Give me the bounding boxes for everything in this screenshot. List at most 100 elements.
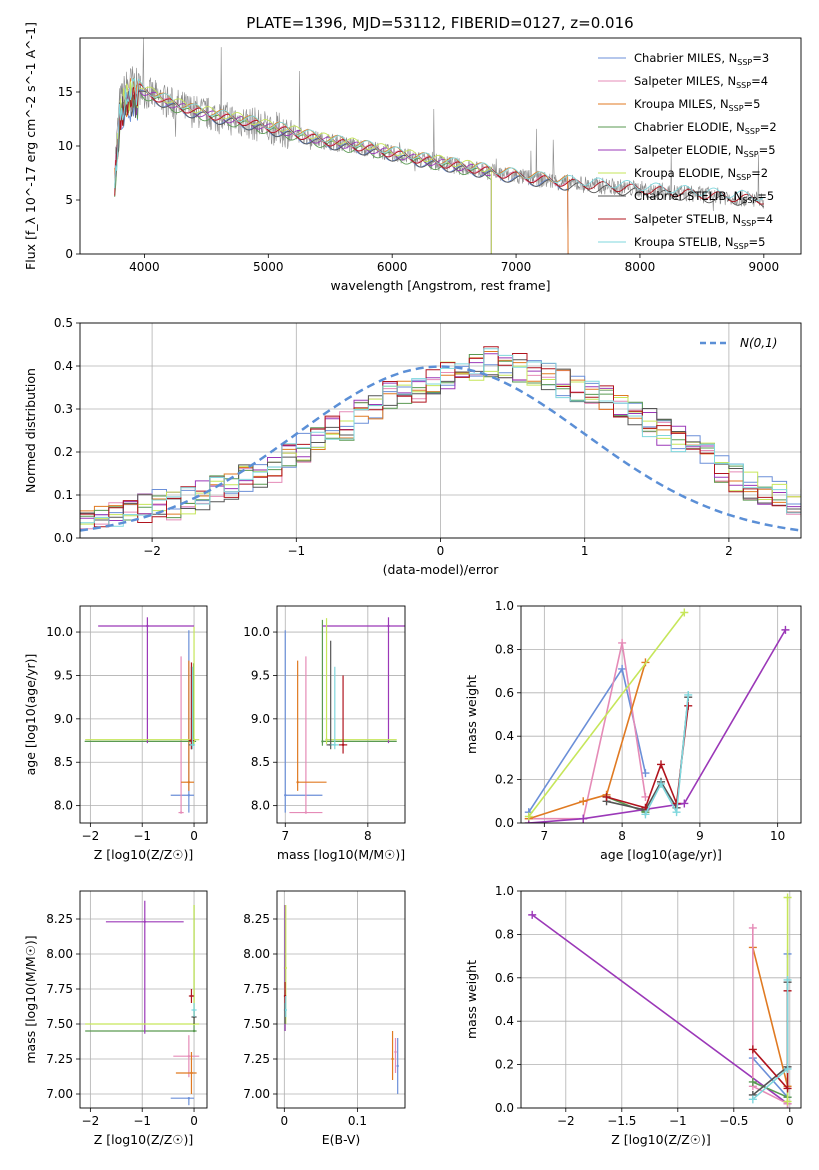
- y-tick-label: 0.0: [495, 816, 514, 830]
- axes-frame: [79, 37, 802, 255]
- x-tick-label: 0: [280, 1114, 288, 1128]
- x-tick-label: 2: [725, 544, 733, 558]
- panel-mass-weight-vs-Z: −2 −1.5 −1 −0.5 0 0.0 0.2 0.4 0.6 0.8 1.0 Z [log10(…: [464, 884, 802, 1147]
- marker-plus: [748, 1045, 757, 1054]
- y-tick-label: 7.75: [243, 982, 270, 996]
- y-tick-label: 0.1: [54, 488, 73, 502]
- x-tick-label: 4000: [129, 260, 160, 274]
- legend-entry: Chabrier MILES, NSSP=3: [634, 51, 769, 67]
- marker-plus: [680, 608, 689, 617]
- data-point: [190, 1071, 193, 1075]
- x-tick-label: −1: [287, 544, 305, 558]
- y-tick-label: 7.25: [46, 1052, 73, 1066]
- legend-entry: Kroupa MILES, NSSP=5: [634, 97, 760, 113]
- x-tick-label: −1: [133, 1114, 151, 1128]
- plot-area: [284, 617, 405, 814]
- data-point: [191, 743, 194, 747]
- data-point: [143, 920, 146, 923]
- marker-plus: [748, 1095, 757, 1104]
- y-tick-label: 0.4: [495, 729, 514, 743]
- y-tick-label: 0.8: [495, 642, 514, 656]
- marker-plus: [781, 625, 790, 634]
- y-axis-label: Flux [f_λ 10^-17 erg cm^-2 s^-1 A^-1]: [23, 22, 38, 270]
- y-tick-label: 0.5: [54, 316, 73, 330]
- x-tick-label: 8: [364, 829, 372, 843]
- y-tick-label: 0.4: [495, 1014, 514, 1028]
- plot-area: [85, 900, 200, 1106]
- x-tick-label: 0: [190, 829, 198, 843]
- y-axis-label: mass weight: [464, 675, 479, 754]
- y-tick-label: 0.3: [54, 402, 73, 416]
- data-point: [187, 1097, 191, 1100]
- gaussian-curve: [80, 365, 801, 532]
- y-tick-label: 0.4: [54, 359, 73, 373]
- y-tick-label: 7.50: [46, 1017, 73, 1031]
- panel-age-vs-mass: 7 8 8.0 8.5 9.0 9.5 10.0 mass [log10(M/M☉)]: [243, 605, 406, 862]
- data-point: [192, 1008, 196, 1012]
- y-tick-label: 0.2: [54, 445, 73, 459]
- x-tick-label: 9000: [749, 260, 780, 274]
- plot-area: [528, 893, 792, 1108]
- y-tick-label: 8.00: [243, 947, 270, 961]
- legend-entry: N(0,1): [740, 336, 777, 350]
- data-point: [304, 811, 308, 814]
- series-line-kroupa-miles: [528, 662, 647, 820]
- panel-mass-vs-Z: −2 −1 0 7.00 7.25 7.50 7.75 8.00 8.25 Z [log10(Z/…: [23, 890, 208, 1147]
- legend-entry: Chabrier ELODIE, NSSP=2: [634, 120, 777, 136]
- data-point: [333, 743, 337, 747]
- marker-plus: [783, 1084, 792, 1093]
- plot-area: [283, 905, 399, 1094]
- plot-area: [114, 38, 765, 254]
- y-tick-label: 7.50: [243, 1017, 270, 1031]
- data-point: [325, 738, 328, 741]
- x-axis-label: age [log10(age/yr)]: [600, 847, 722, 862]
- legend-entry: Kroupa ELODIE, NSSP=2: [634, 166, 768, 182]
- model-line-salpeter-stelib: [114, 83, 764, 205]
- y-tick-label: 7.75: [46, 982, 73, 996]
- y-tick-label: 10.0: [46, 625, 73, 639]
- marker-plus: [618, 638, 627, 647]
- y-tick-label: 9.0: [54, 712, 73, 726]
- y-tick-label: 8.5: [54, 755, 73, 769]
- plot-area: [80, 346, 801, 532]
- x-tick-label: 0: [437, 544, 445, 558]
- marker-plus: [579, 797, 588, 806]
- marker-plus: [783, 1097, 792, 1106]
- histogram-kroupa-stelib: [80, 348, 801, 527]
- panel-age-vs-Z: −2 −1 0 8.0 8.5 9.0 9.5 10.0 Z [log10(Z/Z☉)] age …: [23, 605, 208, 862]
- x-tick-label: 7000: [501, 260, 532, 274]
- data-point: [284, 794, 287, 797]
- marker-plus: [783, 975, 792, 984]
- x-tick-label: 7: [281, 829, 289, 843]
- y-tick-label: 0.0: [54, 531, 73, 545]
- x-tick-label: −2: [143, 544, 161, 558]
- axes-frame: [520, 890, 802, 1109]
- marker-plus: [641, 792, 650, 801]
- y-tick-label: 8.0: [251, 799, 270, 813]
- y-tick-label: 9.5: [251, 668, 270, 682]
- y-tick-label: 8.5: [251, 755, 270, 769]
- data-point: [146, 624, 149, 628]
- model-line-kroupa-miles: [114, 77, 569, 254]
- x-tick-label: −2: [82, 1114, 100, 1128]
- marker-plus: [641, 769, 650, 778]
- legend-entry: Kroupa STELIB, NSSP=5: [634, 235, 765, 251]
- marker-plus: [602, 792, 611, 801]
- data-point: [391, 1057, 394, 1061]
- y-tick-label: 0.6: [495, 686, 514, 700]
- spectrum-legend: Chabrier MILES, NSSP=3 Salpeter MILES, NS…: [598, 51, 777, 251]
- y-tick-label: 7.00: [243, 1087, 270, 1101]
- data-point: [284, 966, 287, 970]
- marker-plus: [528, 910, 537, 919]
- marker-plus: [524, 812, 533, 821]
- marker-plus: [657, 779, 665, 788]
- x-tick-label: 1: [581, 544, 589, 558]
- series-line-salpeter-stelib: [606, 705, 689, 809]
- histogram-kroupa-miles: [80, 351, 801, 515]
- plot-area: [84, 617, 200, 814]
- y-tick-label: 15: [58, 85, 73, 99]
- marker-plus: [641, 810, 650, 819]
- x-axis-label: (data-model)/error: [383, 562, 500, 577]
- axes-frame: [276, 605, 406, 824]
- plot-area: [524, 608, 790, 823]
